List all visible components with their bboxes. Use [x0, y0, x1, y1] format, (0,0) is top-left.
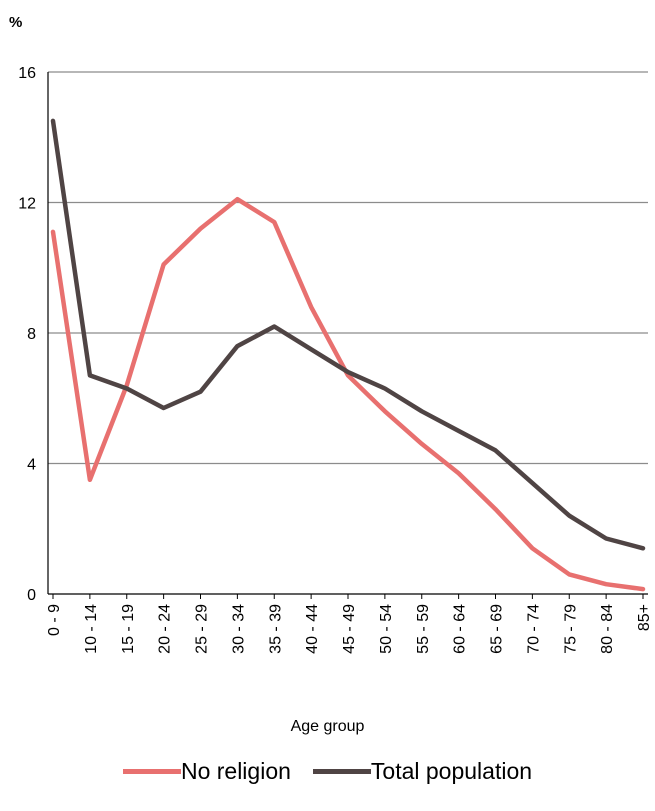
x-tick-label: 30 - 34: [230, 604, 247, 654]
x-tick-label: 55 - 59: [415, 604, 432, 654]
y-tick-label: 16: [18, 65, 36, 82]
x-tick-label: 45 - 49: [341, 604, 358, 654]
x-tick-label: 35 - 39: [267, 604, 284, 654]
legend-item-total-population: Total population: [312, 758, 533, 785]
x-tick-label: 25 - 29: [194, 604, 211, 654]
x-tick-label: 65 - 69: [489, 604, 506, 654]
legend-swatch-total-population: [312, 769, 371, 774]
legend-label-total-population: Total population: [370, 758, 533, 784]
x-tick-label: 20 - 24: [157, 604, 174, 654]
series-line-total-population: [50, 118, 646, 551]
x-tick-label: 70 - 74: [525, 604, 542, 654]
legend-item-no-religion: No religion: [122, 758, 291, 785]
legend-swatch-no-religion: [122, 769, 181, 774]
x-tick-label: 60 - 64: [452, 604, 469, 654]
y-tick-label: 8: [27, 326, 36, 343]
y-tick-label: 4: [27, 457, 36, 474]
y-tick-label: 12: [18, 196, 36, 213]
x-axis-title: Age group: [290, 718, 365, 735]
x-tick-label: 75 - 79: [562, 604, 579, 654]
y-tick-label: 0: [27, 587, 36, 604]
legend: No religion Total population: [0, 758, 655, 785]
x-tick-label: 85+: [636, 604, 653, 631]
x-tick-label: 10 - 14: [83, 604, 100, 654]
series-line-no-religion: [50, 196, 646, 592]
legend-label-no-religion: No religion: [180, 758, 291, 784]
x-tick-label: 15 - 19: [120, 604, 137, 654]
x-tick-label: 40 - 44: [304, 604, 321, 654]
x-tick-label: 0 - 9: [46, 604, 63, 636]
x-tick-label: 80 - 84: [599, 604, 616, 654]
y-axis-unit-label: %: [9, 14, 23, 31]
x-tick-label: 50 - 54: [378, 604, 395, 654]
